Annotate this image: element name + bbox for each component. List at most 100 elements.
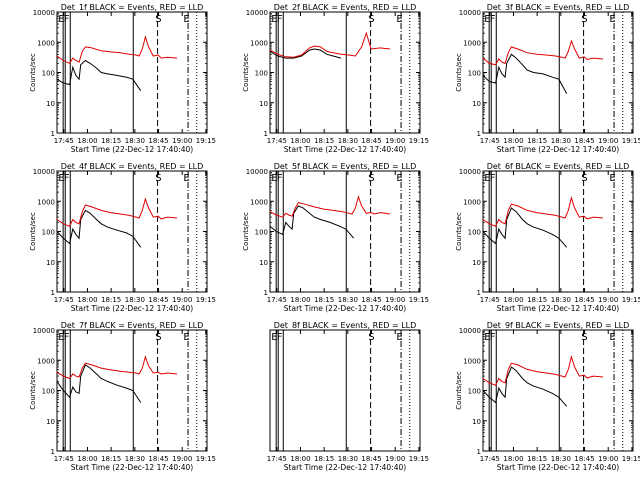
event-marker-label: E bbox=[271, 14, 277, 25]
y-tick-label: 10000 bbox=[33, 327, 55, 335]
panel-title: Det_7f BLACK = Events, RED = LLD bbox=[61, 321, 204, 330]
x-axis-label: Start Time (22-Dec-12 17:40:40) bbox=[71, 145, 193, 154]
x-tick-label: 18:45 bbox=[574, 455, 594, 463]
event-marker-label: F bbox=[277, 173, 283, 184]
x-tick-label: 18:45 bbox=[148, 455, 168, 463]
x-tick-label: 19:00 bbox=[172, 296, 192, 304]
x-tick-label: 18:00 bbox=[77, 455, 97, 463]
event-marker-label: E bbox=[58, 173, 64, 184]
x-tick-label: 18:15 bbox=[527, 296, 547, 304]
x-tick-label: 18:15 bbox=[101, 455, 121, 463]
y-tick-label: 10 bbox=[259, 259, 268, 267]
x-tick-label: 17:45 bbox=[480, 296, 500, 304]
y-tick-label: 1 bbox=[477, 289, 481, 297]
x-tick-label: 18:30 bbox=[338, 455, 358, 463]
event-marker-label: F bbox=[490, 173, 496, 184]
x-tick-label: 17:45 bbox=[267, 296, 287, 304]
y-tick-label: 1 bbox=[264, 289, 268, 297]
x-tick-label: 18:45 bbox=[574, 296, 594, 304]
y-tick-label: 1000 bbox=[250, 39, 268, 47]
y-tick-label: 10 bbox=[259, 100, 268, 108]
event-marker-label: F bbox=[490, 332, 496, 343]
event-marker-label: S bbox=[581, 14, 587, 25]
y-tick-label: 100 bbox=[42, 70, 55, 78]
y-tick-label: 10000 bbox=[33, 168, 55, 176]
y-tick-label: 100 bbox=[468, 70, 481, 78]
x-tick-label: 18:45 bbox=[361, 137, 381, 145]
series-lld-line bbox=[482, 39, 604, 66]
x-tick-label: 19:00 bbox=[385, 137, 405, 145]
event-marker-label: E bbox=[609, 173, 615, 184]
y-tick-label: 100 bbox=[255, 70, 268, 78]
detector-panel-3: Det_3f BLACK = Events, RED = LLD 1 10 100 10… bbox=[455, 3, 640, 154]
x-axis-label: Start Time (22-Dec-12 17:40:40) bbox=[284, 304, 406, 313]
x-axis-label: Start Time (22-Dec-12 17:40:40) bbox=[71, 463, 193, 472]
event-marker-label: E bbox=[484, 173, 490, 184]
x-tick-label: 19:00 bbox=[172, 455, 192, 463]
event-marker-label: E bbox=[609, 332, 615, 343]
y-tick-label: 10000 bbox=[459, 9, 481, 17]
detector-panel-5: Det_5f BLACK = Events, RED = LLD 1 10 100 10… bbox=[242, 162, 429, 313]
x-tick-label: 18:30 bbox=[125, 296, 145, 304]
y-tick-label: 1000 bbox=[37, 357, 55, 365]
y-tick-label: 10 bbox=[46, 259, 55, 267]
series-events-line bbox=[269, 48, 342, 59]
x-tick-label: 18:45 bbox=[148, 137, 168, 145]
panel-title: Det_8f BLACK = Events, RED = LLD bbox=[274, 321, 417, 330]
detector-panel-1: Det_1f BLACK = Events, RED = LLD 1 10 100 10… bbox=[29, 3, 216, 154]
series-lld-line bbox=[56, 35, 178, 65]
x-tick-label: 18:30 bbox=[551, 455, 571, 463]
y-tick-label: 100 bbox=[255, 229, 268, 237]
x-tick-label: 19:15 bbox=[622, 455, 640, 463]
event-marker-label: E bbox=[396, 14, 402, 25]
x-tick-label: 18:00 bbox=[503, 455, 523, 463]
x-tick-label: 19:00 bbox=[385, 455, 405, 463]
event-marker-label: E bbox=[484, 14, 490, 25]
panel-title: Det_9f BLACK = Events, RED = LLD bbox=[487, 321, 630, 330]
y-tick-label: 1 bbox=[264, 130, 268, 138]
event-marker-label: S bbox=[155, 332, 161, 343]
y-tick-label: 10000 bbox=[246, 9, 268, 17]
series-events-line bbox=[56, 209, 142, 248]
x-tick-label: 19:00 bbox=[172, 137, 192, 145]
x-tick-label: 18:15 bbox=[314, 455, 334, 463]
series-events-line bbox=[482, 366, 568, 407]
x-tick-label: 18:15 bbox=[314, 296, 334, 304]
x-axis-label: Start Time (22-Dec-12 17:40:40) bbox=[284, 463, 406, 472]
y-tick-label: 1 bbox=[477, 448, 481, 456]
y-axis-label: Counts/sec bbox=[242, 212, 250, 251]
series-lld-line bbox=[269, 195, 391, 218]
x-tick-label: 18:00 bbox=[290, 296, 310, 304]
y-tick-label: 10 bbox=[472, 418, 481, 426]
series-events-line bbox=[269, 205, 355, 239]
series-lld-line bbox=[56, 355, 178, 380]
y-axis-label: Counts/sec bbox=[455, 212, 463, 251]
panel-title: Det_6f BLACK = Events, RED = LLD bbox=[487, 162, 630, 171]
y-tick-label: 10 bbox=[472, 259, 481, 267]
x-tick-label: 19:00 bbox=[385, 296, 405, 304]
event-marker-label: E bbox=[183, 332, 189, 343]
event-marker-label: S bbox=[368, 173, 374, 184]
x-tick-label: 17:45 bbox=[54, 137, 74, 145]
y-tick-label: 100 bbox=[42, 388, 55, 396]
series-events-line bbox=[482, 53, 568, 94]
event-marker-label: F bbox=[490, 14, 496, 25]
y-tick-label: 1 bbox=[51, 289, 55, 297]
x-tick-label: 18:00 bbox=[503, 296, 523, 304]
x-tick-label: 19:00 bbox=[598, 455, 618, 463]
x-tick-label: 18:30 bbox=[338, 137, 358, 145]
event-marker-label: E bbox=[396, 332, 402, 343]
x-tick-label: 18:30 bbox=[551, 137, 571, 145]
x-tick-label: 18:15 bbox=[101, 137, 121, 145]
y-tick-label: 1000 bbox=[463, 39, 481, 47]
y-tick-label: 1 bbox=[51, 448, 55, 456]
y-tick-label: 10 bbox=[46, 418, 55, 426]
x-tick-label: 18:30 bbox=[551, 296, 571, 304]
event-marker-label: E bbox=[609, 14, 615, 25]
series-lld-line bbox=[482, 354, 604, 386]
x-tick-label: 19:15 bbox=[622, 137, 640, 145]
y-tick-label: 1000 bbox=[463, 357, 481, 365]
series-events-line bbox=[482, 207, 568, 248]
event-marker-label: S bbox=[155, 14, 161, 25]
